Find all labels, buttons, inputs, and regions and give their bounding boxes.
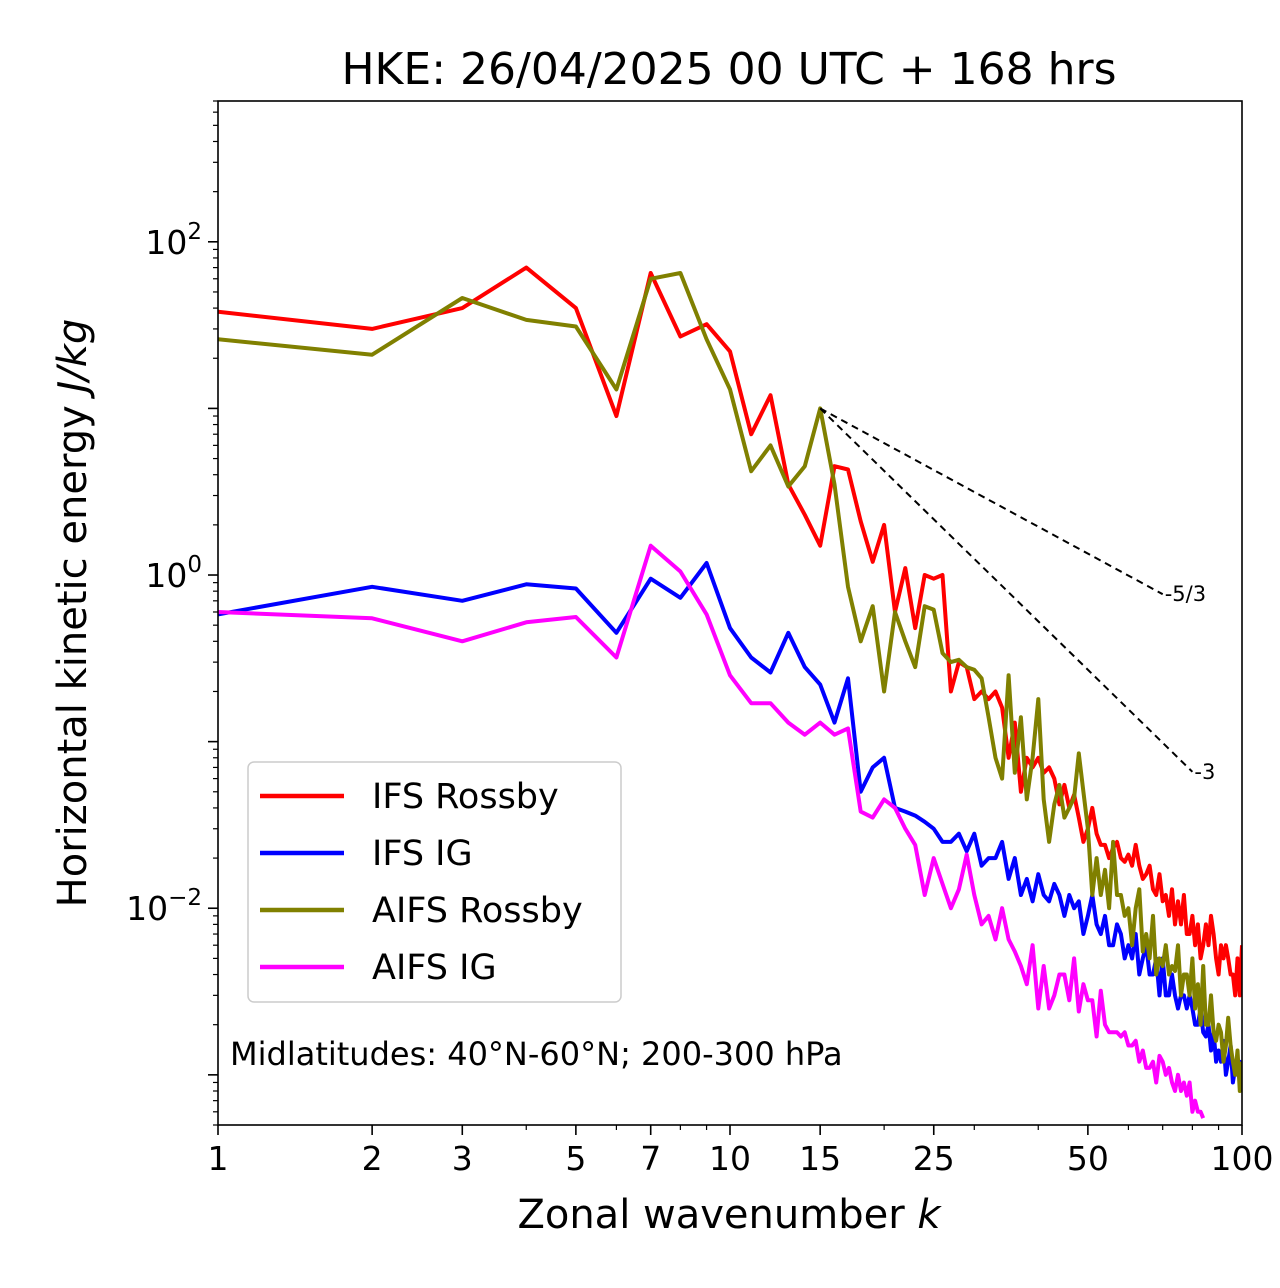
- x-tick-label: 10: [709, 1139, 751, 1178]
- x-tick-label: 100: [1211, 1139, 1274, 1178]
- x-tick-label: 15: [799, 1139, 841, 1178]
- legend-box: [247, 761, 622, 1003]
- y-axis-label-text: Horizontal kinetic energy: [50, 405, 96, 907]
- slope-line-5-3: [819, 407, 1164, 596]
- x-tick-label: 2: [362, 1139, 383, 1178]
- y-tick-label: 10−2: [126, 885, 202, 928]
- legend-label: IFS IG: [372, 834, 473, 874]
- series-line-aifs-ig: [218, 543, 1206, 1119]
- series-ifs-rossby: [218, 265, 1242, 998]
- y-tick-label: 100: [145, 552, 202, 595]
- x-tick-label: 25: [913, 1139, 955, 1178]
- slope-label-5-3: -5/3: [1165, 582, 1206, 606]
- x-tick-label: 50: [1067, 1139, 1109, 1178]
- legend-item-ifs-ig: IFS IG: [260, 834, 473, 874]
- legend-label: AIFS Rossby: [372, 891, 583, 931]
- legend: IFS Rossby IFS IG AIFS Rossby AIFS IG: [247, 761, 622, 1003]
- plot-area: -5/3 -3 1 2 3 5 7 10 15 25 50 100 10−2 100 102: [126, 100, 1274, 1178]
- x-tick-label: 3: [452, 1139, 473, 1178]
- series-line-aifs-rossby: [218, 271, 1242, 1093]
- svg-text:Horizontal kinetic energy: Horizontal kinetic energy J/kg: [50, 319, 96, 908]
- legend-label: IFS Rossby: [372, 777, 559, 817]
- x-axis-label: Zonal wavenumber k: [517, 1192, 942, 1238]
- legend-item-aifs-ig: AIFS IG: [260, 948, 497, 988]
- reference-slopes: -5/3 -3: [819, 407, 1215, 784]
- legend-item-aifs-rossby: AIFS Rossby: [260, 891, 583, 931]
- slope-line-3: [819, 407, 1194, 773]
- slope-label-3: -3: [1194, 760, 1215, 784]
- series-aifs-rossby: [218, 271, 1242, 1093]
- series-aifs-ig: [218, 543, 1206, 1119]
- x-tick-label: 7: [640, 1139, 661, 1178]
- x-axis-label-var: k: [917, 1192, 942, 1238]
- region-annotation: Midlatitudes: 40°N-60°N; 200-300 hPa: [230, 1035, 843, 1073]
- x-tick-label: 5: [565, 1139, 586, 1178]
- series-line-ifs-rossby: [218, 265, 1242, 998]
- x-axis-label-text: Zonal wavenumber: [517, 1192, 905, 1238]
- chart-title: HKE: 26/04/2025 00 UTC + 168 hrs: [341, 44, 1116, 95]
- y-tick-label: 102: [145, 219, 202, 262]
- y-axis-label: Horizontal kinetic energy J/kg: [50, 319, 96, 908]
- x-tick-label: 1: [208, 1139, 229, 1178]
- y-axis-label-unit: J/kg: [50, 319, 96, 400]
- svg-text:Zonal wavenumber: Zonal wavenumber k: [517, 1192, 942, 1238]
- series-layer: [218, 265, 1242, 1119]
- legend-item-ifs-rossby: IFS Rossby: [260, 777, 559, 817]
- tick-layer: 1 2 3 5 7 10 15 25 50 100 10−2 100 102: [126, 100, 1274, 1178]
- legend-label: AIFS IG: [372, 948, 497, 988]
